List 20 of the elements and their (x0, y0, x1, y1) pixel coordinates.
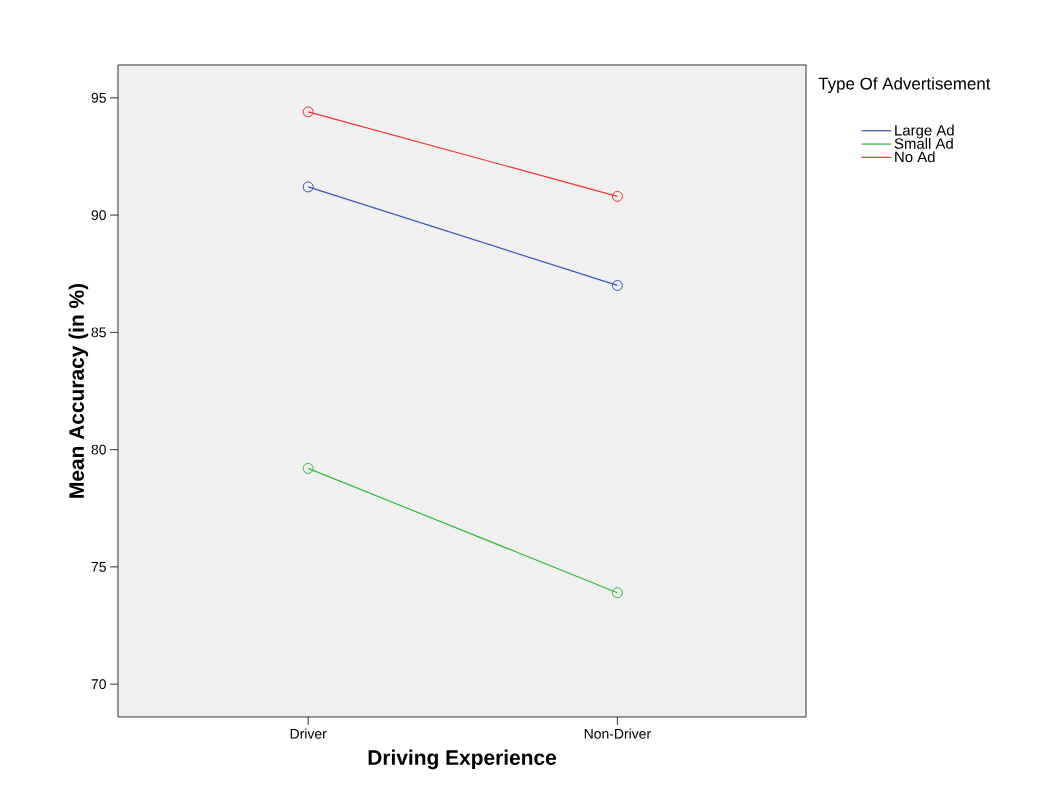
x-tick-label: Driver (290, 728, 327, 739)
x-tick-label: Non-Driver (584, 728, 651, 739)
legend-title: Type Of Advertisement (818, 77, 991, 93)
legend-label: No Ad (895, 151, 935, 163)
legend-label: Large Ad (895, 124, 954, 139)
point (611, 190, 623, 202)
legend-label: Small Ad (894, 137, 953, 149)
point (302, 462, 314, 474)
point (302, 181, 314, 193)
y-tick-label: 85 (91, 327, 106, 338)
point (302, 106, 314, 118)
y-tick-label: 90 (91, 210, 106, 221)
point (611, 587, 623, 599)
y-tick-label: 95 (91, 92, 106, 103)
y-tick-label: 70 (91, 679, 106, 690)
x-axis-title: Driving Experience (368, 749, 557, 770)
point (611, 279, 623, 291)
y-tick-label: 75 (91, 562, 106, 572)
y-tick-label: 80 (91, 444, 106, 455)
y-axis-title: Mean Accuracy (in %) (68, 283, 89, 498)
